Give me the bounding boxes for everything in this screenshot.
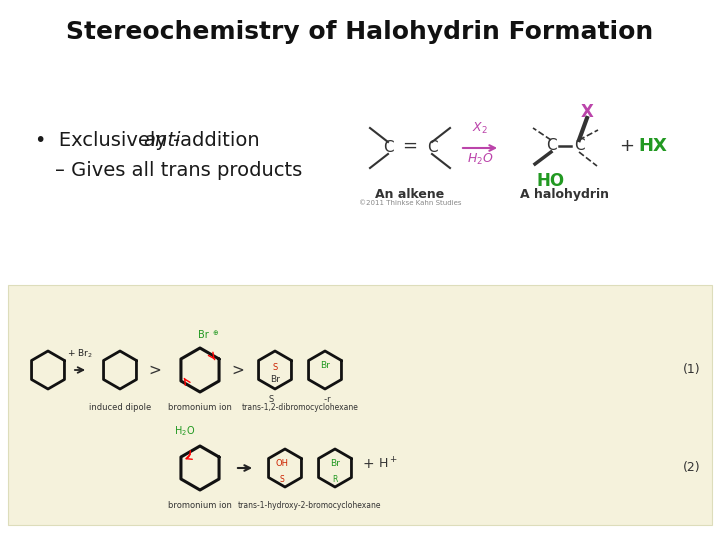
Text: Stereochemistry of Halohydrin Formation: Stereochemistry of Halohydrin Formation — [66, 20, 654, 44]
Text: bromonium ion: bromonium ion — [168, 501, 232, 510]
Text: C: C — [574, 138, 585, 153]
Text: S                   -r: S -r — [269, 395, 330, 404]
Text: •  Exclusively: • Exclusively — [35, 131, 173, 150]
Text: Br: Br — [320, 361, 330, 369]
Text: Br: Br — [330, 458, 340, 468]
Text: anti: anti — [143, 131, 181, 150]
Text: $H_2O$: $H_2O$ — [467, 152, 493, 167]
Text: induced dipole: induced dipole — [89, 403, 151, 412]
Text: (1): (1) — [683, 363, 700, 376]
Text: R: R — [333, 476, 338, 484]
Text: =: = — [402, 137, 418, 155]
Text: +: + — [363, 457, 374, 471]
Text: – Gives all trans products: – Gives all trans products — [55, 160, 302, 179]
Text: A halohydrin: A halohydrin — [521, 188, 610, 201]
Text: $^{\oplus}$: $^{\oplus}$ — [212, 330, 219, 340]
Text: trans-1,2-dibromocyclohexane: trans-1,2-dibromocyclohexane — [242, 403, 359, 412]
Text: S: S — [279, 476, 284, 484]
Text: Br: Br — [198, 330, 209, 340]
Text: >: > — [148, 362, 161, 377]
Text: HO: HO — [537, 172, 565, 190]
Text: Br: Br — [270, 375, 280, 384]
Text: X: X — [580, 103, 593, 121]
Text: HX: HX — [639, 137, 667, 155]
Text: + Br$_2$: + Br$_2$ — [67, 348, 93, 360]
Text: OH: OH — [276, 458, 289, 468]
Text: -addition: -addition — [173, 131, 260, 150]
Text: H$^+$: H$^+$ — [378, 456, 397, 471]
Text: >: > — [232, 362, 244, 377]
Text: C: C — [383, 140, 393, 156]
Text: S: S — [272, 363, 278, 373]
Text: C: C — [546, 138, 557, 153]
Text: H$_2$O: H$_2$O — [174, 424, 196, 438]
Text: (2): (2) — [683, 462, 700, 475]
Text: An alkene: An alkene — [375, 188, 445, 201]
Text: ©2011 Thinkse Kahn Studies: ©2011 Thinkse Kahn Studies — [359, 200, 462, 206]
Text: C: C — [427, 140, 437, 156]
Text: trans-1-hydroxy-2-bromocyclohexane: trans-1-hydroxy-2-bromocyclohexane — [238, 501, 382, 510]
FancyBboxPatch shape — [8, 285, 712, 525]
Text: +: + — [619, 137, 634, 155]
Text: $X_2$: $X_2$ — [472, 121, 488, 136]
Text: bromonium ion: bromonium ion — [168, 403, 232, 412]
